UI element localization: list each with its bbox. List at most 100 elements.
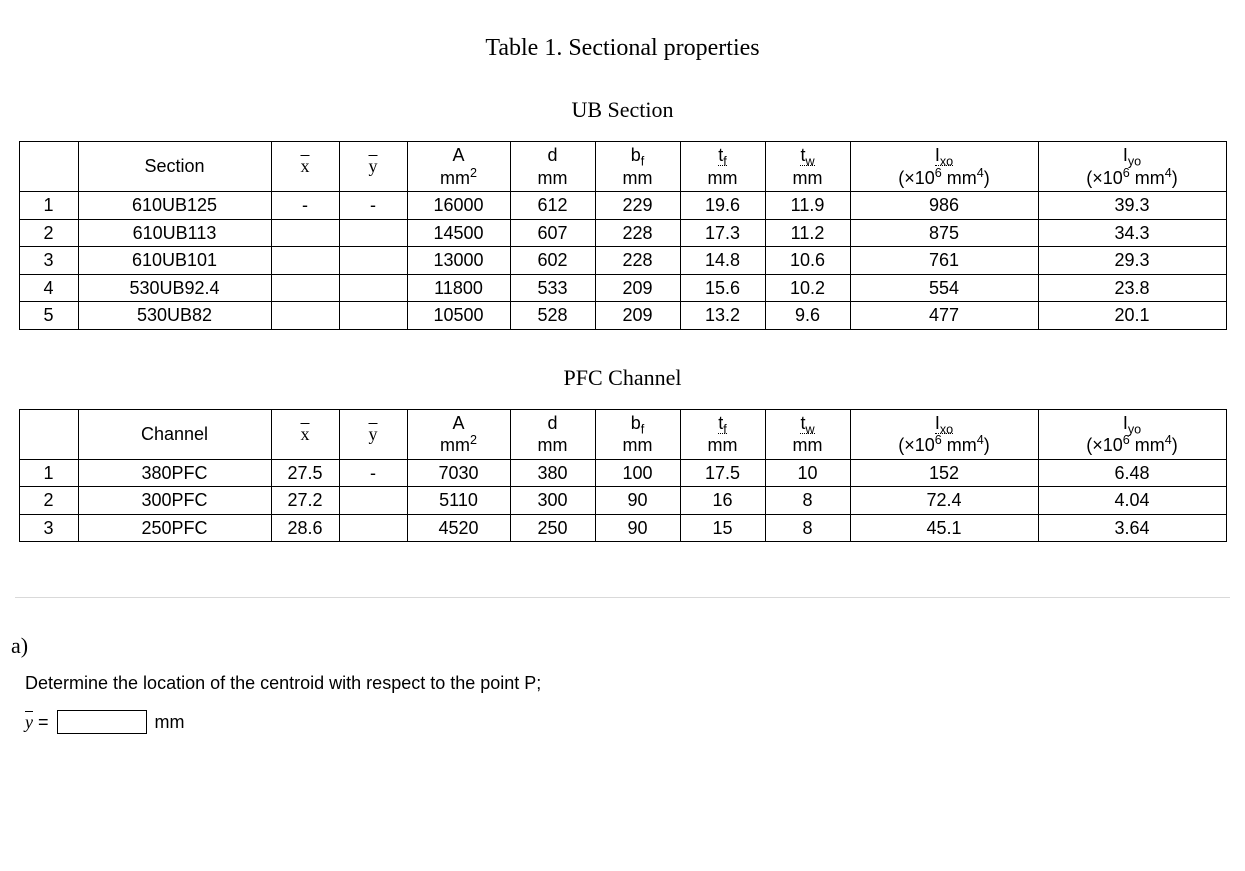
col-area: Amm2: [407, 142, 510, 192]
table-row: 1380PFC27.5-703038010017.5101526.48: [19, 459, 1226, 487]
cell-section: 380PFC: [78, 459, 271, 487]
cell-bf: 209: [595, 274, 680, 302]
cell-xbar: [271, 247, 339, 275]
cell-d: 528: [510, 302, 595, 330]
table-row: 3610UB1011300060222814.810.676129.3: [19, 247, 1226, 275]
cell-xbar: [271, 219, 339, 247]
cell-xbar: [271, 302, 339, 330]
table-row: 3250PFC28.645202509015845.13.64: [19, 514, 1226, 542]
cell-tf: 17.5: [680, 459, 765, 487]
cell-idx: 5: [19, 302, 78, 330]
cell-xbar: [271, 274, 339, 302]
pfc-table: Channel x y Amm2 dmm bfmm tfmm twmm Ixo(…: [19, 409, 1227, 543]
cell-section: 610UB101: [78, 247, 271, 275]
cell-Ixo: 477: [850, 302, 1038, 330]
cell-ybar: [339, 487, 407, 515]
cell-tf: 15.6: [680, 274, 765, 302]
ub-table: Section x y Amm2 dmm bfmm tfmm twmm Ixo(…: [19, 141, 1227, 330]
cell-A: 7030: [407, 459, 510, 487]
cell-Ixo: 45.1: [850, 514, 1038, 542]
col-index: [19, 142, 78, 192]
cell-A: 4520: [407, 514, 510, 542]
cell-d: 533: [510, 274, 595, 302]
col-xbar: x: [271, 409, 339, 459]
col-ixo: Ixo(×106 mm4): [850, 409, 1038, 459]
cell-ybar: [339, 302, 407, 330]
cell-section: 300PFC: [78, 487, 271, 515]
cell-Iyo: 29.3: [1038, 247, 1226, 275]
cell-Iyo: 3.64: [1038, 514, 1226, 542]
cell-Ixo: 152: [850, 459, 1038, 487]
cell-A: 11800: [407, 274, 510, 302]
cell-Iyo: 39.3: [1038, 192, 1226, 220]
col-section: Section: [78, 142, 271, 192]
question-label: a): [11, 633, 1230, 659]
ybar-input[interactable]: [57, 710, 147, 734]
cell-section: 610UB125: [78, 192, 271, 220]
cell-section: 530UB92.4: [78, 274, 271, 302]
cell-A: 5110: [407, 487, 510, 515]
cell-Ixo: 761: [850, 247, 1038, 275]
cell-tf: 19.6: [680, 192, 765, 220]
answer-unit: mm: [155, 712, 185, 733]
cell-Iyo: 6.48: [1038, 459, 1226, 487]
section-divider: [15, 597, 1230, 598]
col-area: Amm2: [407, 409, 510, 459]
cell-d: 380: [510, 459, 595, 487]
table-row: 2610UB1131450060722817.311.287534.3: [19, 219, 1226, 247]
cell-xbar: 28.6: [271, 514, 339, 542]
cell-tf: 17.3: [680, 219, 765, 247]
cell-tw: 11.9: [765, 192, 850, 220]
col-ixo: Ixo(×106 mm4): [850, 142, 1038, 192]
cell-bf: 229: [595, 192, 680, 220]
cell-tw: 10.2: [765, 274, 850, 302]
cell-idx: 2: [19, 487, 78, 515]
cell-section: 530UB82: [78, 302, 271, 330]
col-d: dmm: [510, 409, 595, 459]
cell-d: 612: [510, 192, 595, 220]
cell-idx: 3: [19, 247, 78, 275]
cell-A: 13000: [407, 247, 510, 275]
pfc-header-row: Channel x y Amm2 dmm bfmm tfmm twmm Ixo(…: [19, 409, 1226, 459]
col-bf: bfmm: [595, 409, 680, 459]
cell-idx: 4: [19, 274, 78, 302]
cell-d: 602: [510, 247, 595, 275]
cell-tf: 15: [680, 514, 765, 542]
table-row: 1610UB125--1600061222919.611.998639.3: [19, 192, 1226, 220]
cell-d: 250: [510, 514, 595, 542]
cell-Iyo: 4.04: [1038, 487, 1226, 515]
cell-A: 16000: [407, 192, 510, 220]
cell-A: 10500: [407, 302, 510, 330]
answer-row: y = mm: [25, 710, 1230, 734]
cell-ybar: [339, 274, 407, 302]
col-tw: twmm: [765, 142, 850, 192]
page-title: Table 1. Sectional properties: [15, 35, 1230, 62]
cell-ybar: [339, 219, 407, 247]
cell-bf: 100: [595, 459, 680, 487]
cell-Iyo: 23.8: [1038, 274, 1226, 302]
col-channel: Channel: [78, 409, 271, 459]
col-tf: tfmm: [680, 409, 765, 459]
cell-tf: 16: [680, 487, 765, 515]
cell-bf: 228: [595, 219, 680, 247]
cell-bf: 228: [595, 247, 680, 275]
ub-heading: UB Section: [15, 97, 1230, 123]
col-bf: bfmm: [595, 142, 680, 192]
col-iyo: Iyo(×106 mm4): [1038, 409, 1226, 459]
cell-bf: 90: [595, 487, 680, 515]
question-text: Determine the location of the centroid w…: [25, 673, 1230, 694]
cell-Ixo: 72.4: [850, 487, 1038, 515]
pfc-tbody: 1380PFC27.5-703038010017.5101526.482300P…: [19, 459, 1226, 542]
cell-Iyo: 34.3: [1038, 219, 1226, 247]
col-tf: tfmm: [680, 142, 765, 192]
cell-idx: 1: [19, 192, 78, 220]
cell-ybar: -: [339, 192, 407, 220]
cell-bf: 209: [595, 302, 680, 330]
cell-xbar: 27.5: [271, 459, 339, 487]
col-iyo: Iyo(×106 mm4): [1038, 142, 1226, 192]
cell-d: 300: [510, 487, 595, 515]
cell-xbar: 27.2: [271, 487, 339, 515]
cell-d: 607: [510, 219, 595, 247]
col-d: dmm: [510, 142, 595, 192]
table-row: 2300PFC27.251103009016872.44.04: [19, 487, 1226, 515]
